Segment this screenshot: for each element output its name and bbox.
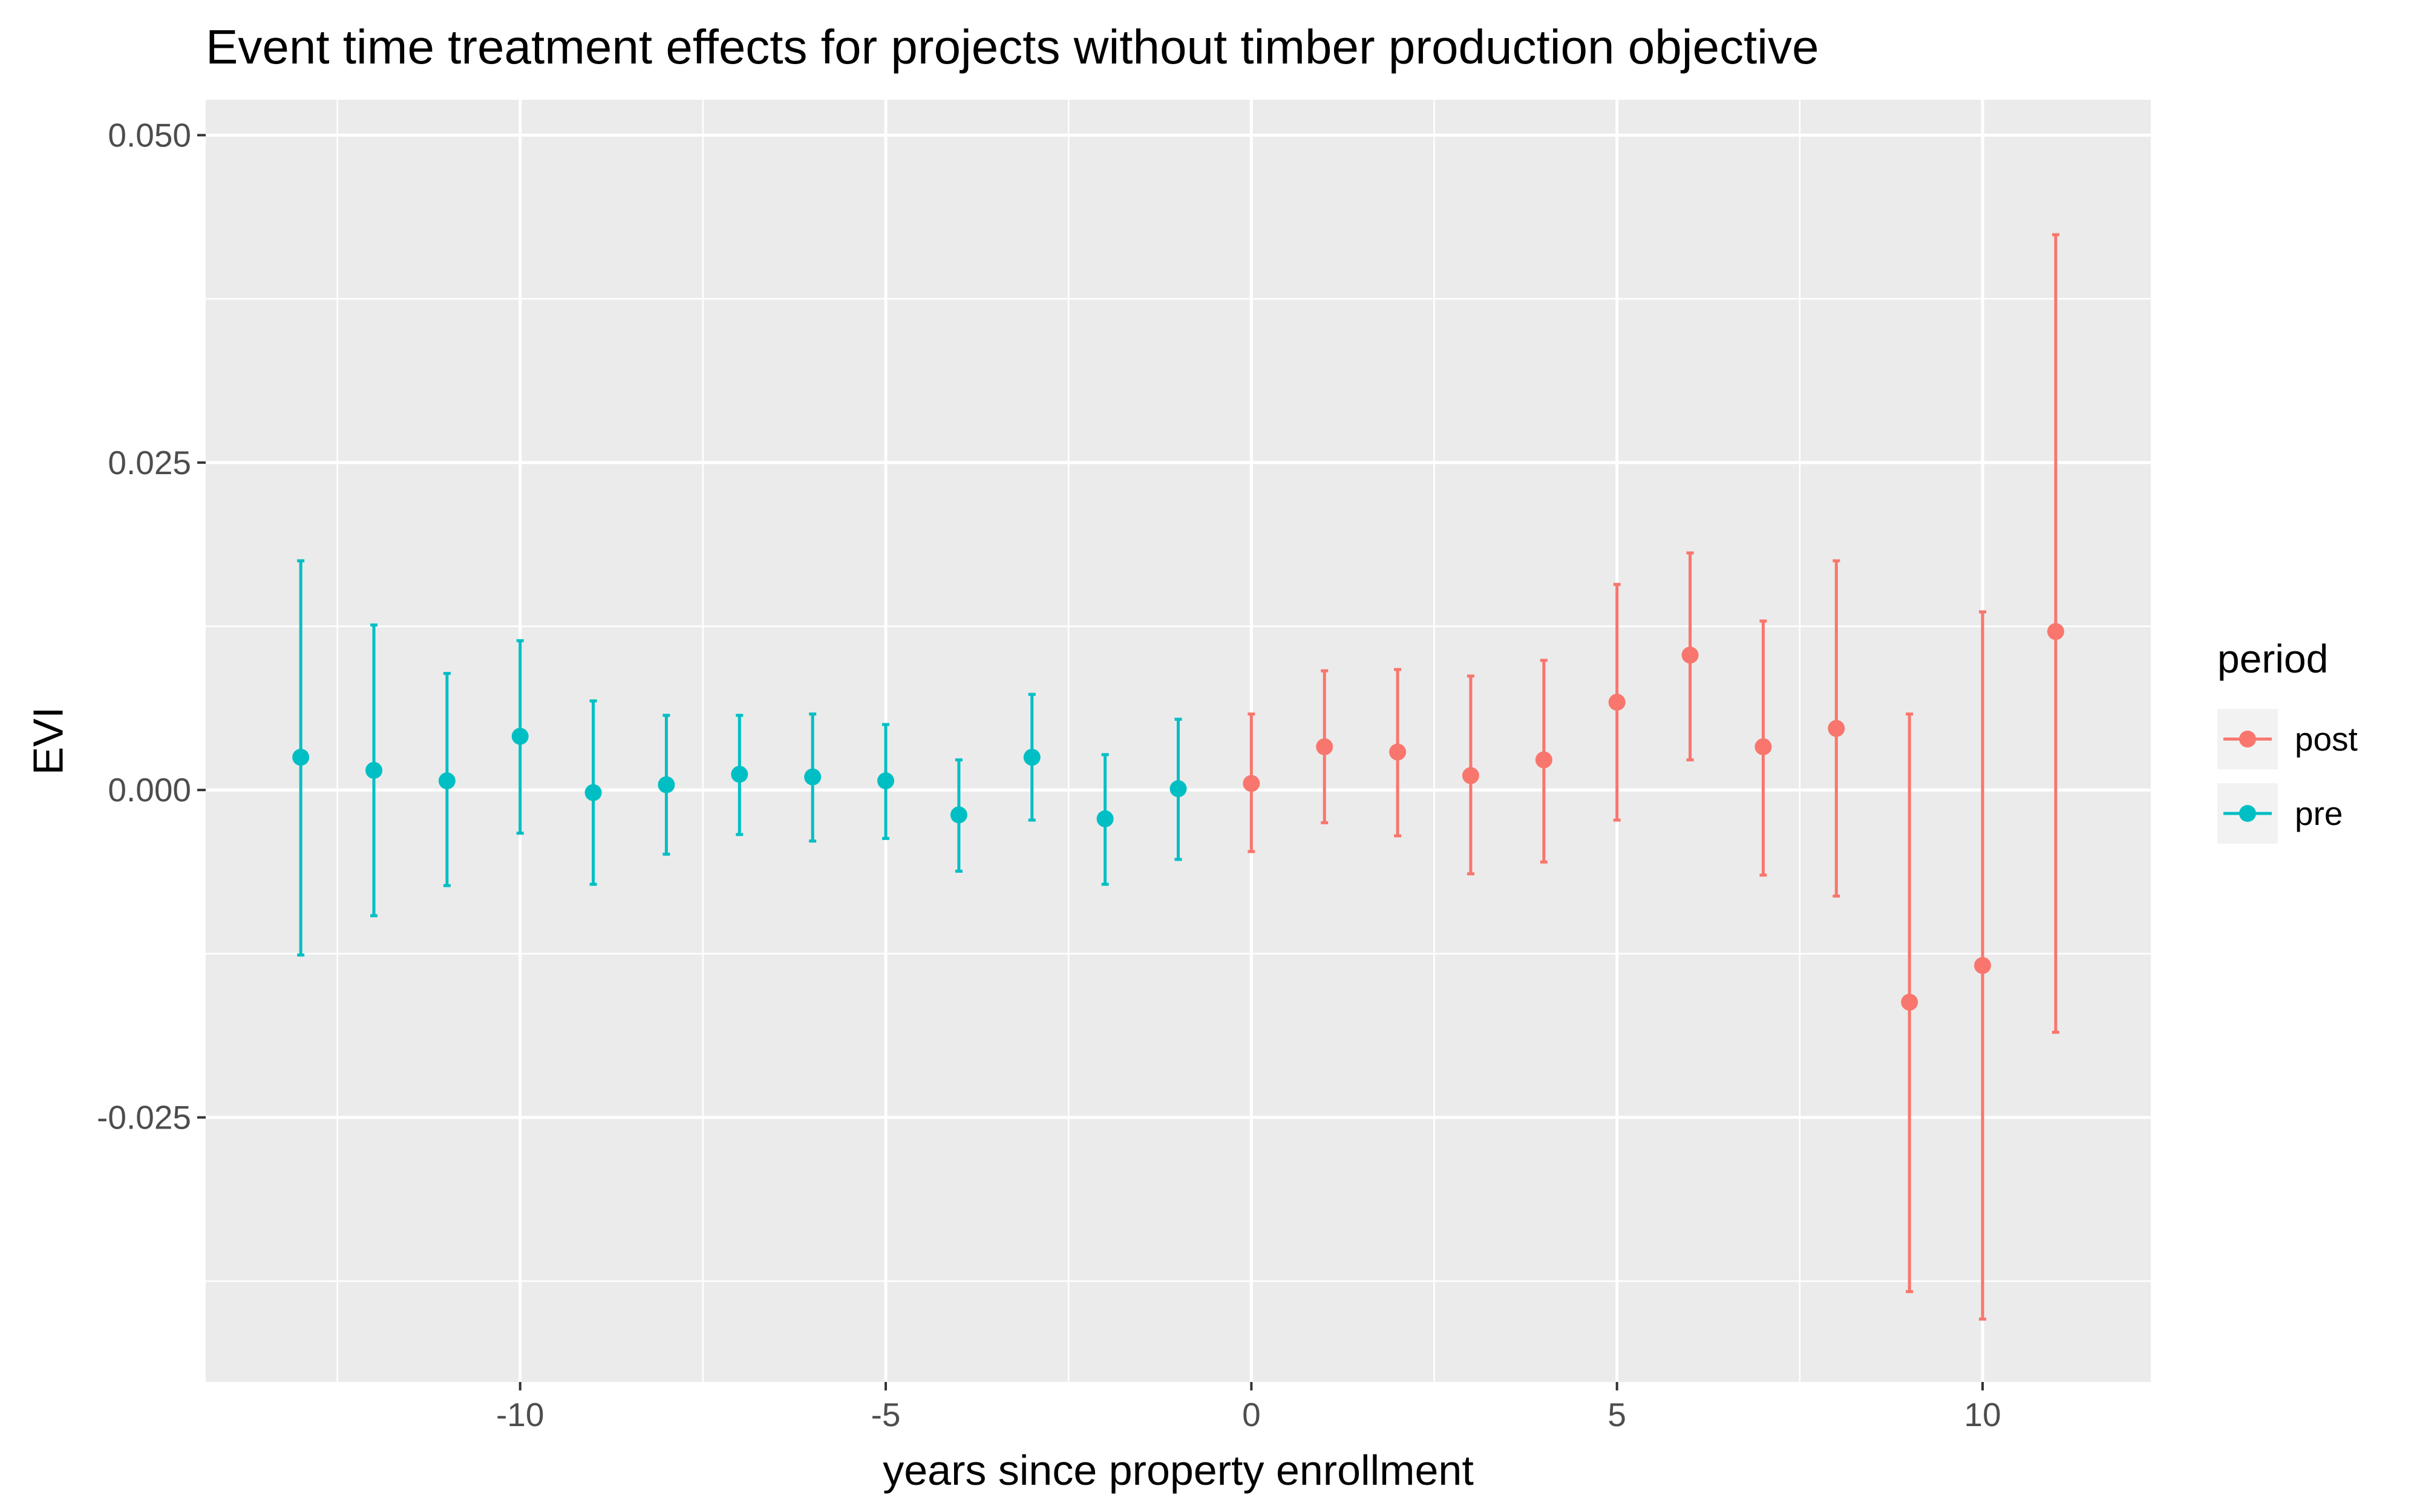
legend-key-point bbox=[2239, 731, 2256, 748]
y-tick-label: 0.025 bbox=[108, 444, 191, 481]
x-axis-title: years since property enrollment bbox=[883, 1447, 1474, 1494]
data-point-post bbox=[1316, 738, 1333, 755]
data-point-post bbox=[1828, 720, 1845, 737]
y-tick-label: 0.050 bbox=[108, 116, 191, 154]
legend-title: period bbox=[2217, 636, 2328, 681]
legend-label-pre: pre bbox=[2295, 795, 2343, 832]
data-point-post bbox=[1462, 767, 1479, 784]
data-point-post bbox=[1608, 694, 1626, 711]
data-point-pre bbox=[511, 728, 529, 745]
data-point-pre bbox=[1096, 810, 1114, 827]
data-point-post bbox=[1974, 957, 1992, 974]
legend-label-post: post bbox=[2295, 720, 2358, 758]
x-tick-label: -10 bbox=[496, 1396, 544, 1433]
data-point-post bbox=[1535, 751, 1552, 769]
data-point-pre bbox=[365, 761, 382, 779]
data-point-post bbox=[2047, 623, 2064, 640]
data-point-pre bbox=[950, 806, 967, 824]
data-point-post bbox=[1389, 743, 1407, 761]
data-point-pre bbox=[804, 768, 822, 786]
data-point-pre bbox=[292, 749, 310, 766]
series-pre bbox=[292, 559, 1187, 957]
x-tick-label: 0 bbox=[1242, 1396, 1261, 1433]
data-point-pre bbox=[658, 776, 675, 793]
data-point-pre bbox=[438, 772, 456, 790]
legend-entry-pre: pre bbox=[2217, 783, 2343, 844]
x-tick-label: -5 bbox=[871, 1396, 901, 1433]
minor-gridlines bbox=[206, 100, 2151, 1382]
axes: -10 -5 0 5 10 -0.025 0.000 0.025 0.050 bbox=[97, 116, 2001, 1433]
chart-title: Event time treatment effects for project… bbox=[206, 20, 1819, 74]
legend-key-point bbox=[2239, 805, 2256, 822]
data-point-post bbox=[1681, 647, 1699, 664]
data-point-pre bbox=[1023, 749, 1041, 766]
legend: period post pre bbox=[2217, 636, 2358, 844]
y-axis-title: EVI bbox=[24, 707, 71, 775]
legend-entries: post pre bbox=[2217, 709, 2358, 844]
data-point-post bbox=[1901, 994, 1918, 1011]
data-point-post bbox=[1754, 738, 1772, 755]
data-point-pre bbox=[584, 784, 602, 801]
data-point-pre bbox=[1169, 780, 1187, 798]
data-point-post bbox=[1243, 775, 1260, 792]
data-marks bbox=[292, 233, 2064, 1321]
data-point-pre bbox=[877, 772, 895, 790]
data-point-pre bbox=[731, 766, 748, 783]
y-tick-label: 0.000 bbox=[108, 771, 191, 809]
x-tick-label: 10 bbox=[1964, 1396, 2001, 1433]
y-tick-label: -0.025 bbox=[97, 1099, 191, 1136]
legend-entry-post: post bbox=[2217, 709, 2358, 769]
series-post bbox=[1243, 233, 2064, 1321]
x-tick-label: 5 bbox=[1607, 1396, 1626, 1433]
